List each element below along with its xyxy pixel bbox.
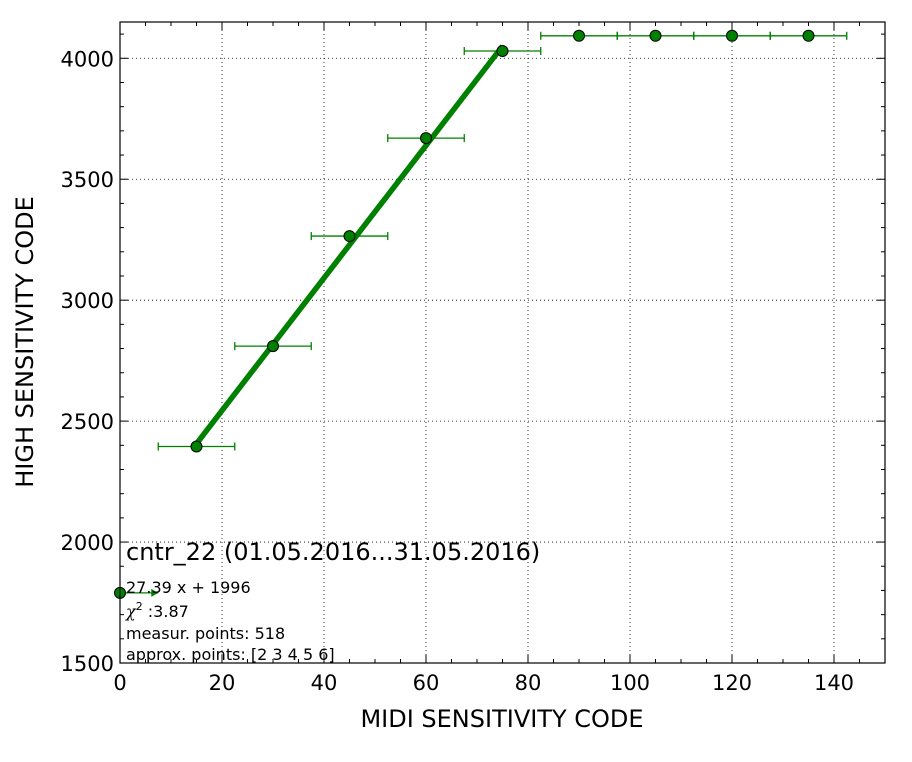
x-axis-title: MIDI SENSITIVITY CODE: [360, 705, 643, 733]
chi-exponent: 2: [136, 600, 143, 613]
y-tick-label: 4000: [61, 47, 114, 71]
ticks: [119, 22, 886, 664]
fit-line: [194, 44, 505, 446]
annotation-title: cntr_22 (01.05.2016...31.05.2016): [126, 538, 540, 566]
y-tick-label: 1500: [61, 652, 114, 676]
y-tick-label: 3500: [61, 168, 114, 192]
annotation-equation: 27.39 x + 1996: [126, 578, 251, 597]
x-tick-label: 100: [610, 671, 650, 695]
x-tick-label: 120: [712, 671, 752, 695]
data-point-2: [267, 340, 279, 353]
y-axis-title: HIGH SENSITIVITY CODE: [11, 196, 39, 488]
data-point-6: [573, 29, 585, 42]
y-tick-label: 2000: [61, 531, 114, 555]
data-point-8: [726, 29, 738, 42]
fit-line-group: [194, 44, 505, 446]
data-point-1: [190, 440, 203, 453]
tick-labels: 0 20 40 60 80 100 120 140 1500 2000 2500 3000 3500 40…: [61, 47, 855, 695]
y-tick-label: 2500: [61, 410, 114, 434]
data-point-4: [420, 132, 432, 145]
y-tick-label: 3000: [61, 289, 114, 313]
x-tick-label: 140: [814, 671, 854, 695]
x-tick-label: 20: [209, 671, 236, 695]
annotation-chi-square: χ2 :3.87: [125, 600, 189, 621]
annotation-measur-points: measur. points: 518: [126, 624, 285, 643]
grid: [120, 22, 885, 663]
x-tick-label: 60: [413, 671, 440, 695]
errorbars: [120, 31, 848, 597]
errorbar-arrowhead-0: [151, 588, 159, 597]
chi-value: :3.87: [143, 602, 189, 621]
x-tick-label: 40: [311, 671, 338, 695]
markers: [114, 29, 815, 599]
chi-symbol: χ: [125, 602, 137, 621]
data-point-9: [802, 29, 815, 42]
data-point-7: [649, 29, 662, 42]
annotation-approx-points: approx. points: [2 3 4 5 6]: [126, 645, 335, 664]
x-tick-label: 0: [113, 671, 126, 695]
plot-frame: [119, 21, 886, 664]
x-tick-label: 80: [515, 671, 542, 695]
data-point-3: [343, 230, 356, 243]
data-point-5: [496, 45, 509, 58]
